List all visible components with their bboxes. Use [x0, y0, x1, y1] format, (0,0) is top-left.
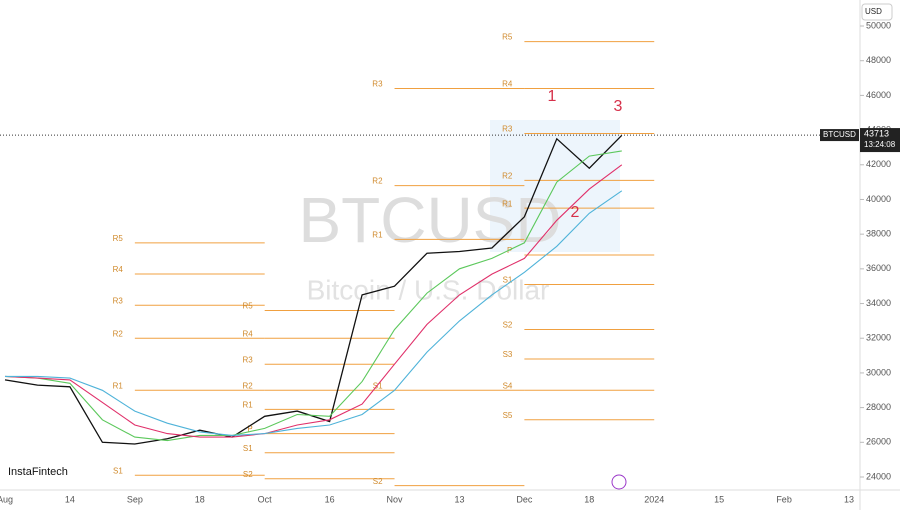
- y-tick-label: 48000: [866, 55, 891, 65]
- pivot-label: P: [247, 425, 252, 434]
- event-icon: [611, 474, 627, 490]
- x-tick-label: 14: [65, 494, 75, 504]
- x-tick-label: Feb: [776, 494, 792, 504]
- pivot-label: R1: [502, 199, 513, 208]
- price-line: [4, 134, 623, 445]
- currency: USD: [865, 7, 882, 16]
- y-tick-label: 34000: [866, 298, 891, 308]
- x-tick-label: 16: [325, 494, 335, 504]
- pivot-label: R4: [502, 80, 513, 89]
- pivot-label: R2: [502, 171, 513, 180]
- pivot-label: S1: [243, 444, 253, 453]
- y-tick-label: 42000: [866, 159, 891, 169]
- pivot-label: R2: [372, 177, 383, 186]
- x-tick-label: Oct: [258, 494, 273, 504]
- price-tag: [860, 128, 900, 153]
- pivot-label: R5: [242, 302, 253, 311]
- pivot-label: S4: [503, 381, 513, 390]
- y-tick-label: 36000: [866, 263, 891, 273]
- x-tick-label: 13: [454, 494, 464, 504]
- pivot-label: P: [507, 246, 512, 255]
- brand-box: [3, 462, 73, 482]
- watermark-symbol: BTCUSD: [298, 184, 561, 256]
- x-tick-label: Nov: [387, 494, 404, 504]
- annotation: 3: [614, 98, 623, 115]
- pivot-label: R5: [113, 234, 124, 243]
- watermark-name: Bitcoin / U.S. Dollar: [307, 274, 550, 305]
- pivot-label: R3: [502, 125, 513, 134]
- x-tick-label: 18: [195, 494, 205, 504]
- pivot-label: R2: [242, 381, 253, 390]
- annotation: 1: [548, 88, 557, 105]
- brand: InstaFintech: [8, 466, 68, 478]
- y-tick-label: 24000: [866, 471, 891, 481]
- price-line: [4, 164, 623, 438]
- pivot-label: R3: [372, 80, 383, 89]
- y-tick-label: 26000: [866, 437, 891, 447]
- currency-select[interactable]: [861, 3, 893, 21]
- price-label: 43713: [864, 128, 889, 138]
- pivot-label: S1: [503, 276, 513, 285]
- x-tick-label: 18: [584, 494, 594, 504]
- pivot-label: S2: [503, 321, 513, 330]
- y-tick-label: 30000: [866, 367, 891, 377]
- annotation: 2: [571, 204, 580, 221]
- x-tick-label: 13: [844, 494, 854, 504]
- price-line: [5, 190, 623, 436]
- x-tick-label: Dec: [516, 494, 533, 504]
- countdown: 13:24:08: [864, 140, 896, 149]
- pivot-label: R1: [113, 381, 124, 390]
- pivot-label: R5: [502, 33, 513, 42]
- pivot-label: S2: [243, 470, 253, 479]
- x-tick-label: Sep: [127, 494, 143, 504]
- x-tick-label: 2024: [644, 494, 664, 504]
- pivot-label: R1: [372, 230, 383, 239]
- pivot-label: R3: [113, 296, 124, 305]
- pivot-label: R4: [113, 265, 124, 274]
- price-line: [4, 150, 622, 442]
- x-tick-label: 15: [714, 494, 724, 504]
- y-tick-label: 28000: [866, 402, 891, 412]
- y-tick-label: 50000: [866, 20, 891, 30]
- pivot-label: R4: [242, 329, 253, 338]
- pivot-label: R3: [242, 355, 253, 364]
- pivot-label: S1: [373, 381, 383, 390]
- y-tick-label: 46000: [866, 90, 891, 100]
- y-tick-label: 32000: [866, 333, 891, 343]
- pivot-label: R2: [113, 329, 124, 338]
- pivot-label: R1: [242, 400, 253, 409]
- y-tick-label: 38000: [866, 229, 891, 239]
- symbol-label: BTCUSD: [823, 130, 856, 139]
- pivot-label: S5: [503, 411, 513, 420]
- x-tick-label: Aug: [0, 494, 13, 504]
- symbol-tag: [820, 129, 859, 142]
- y-tick-label: 40000: [866, 194, 891, 204]
- pivot-label: S1: [113, 466, 123, 475]
- pivot-label: S3: [503, 350, 513, 359]
- pivot-label: S2: [373, 477, 383, 486]
